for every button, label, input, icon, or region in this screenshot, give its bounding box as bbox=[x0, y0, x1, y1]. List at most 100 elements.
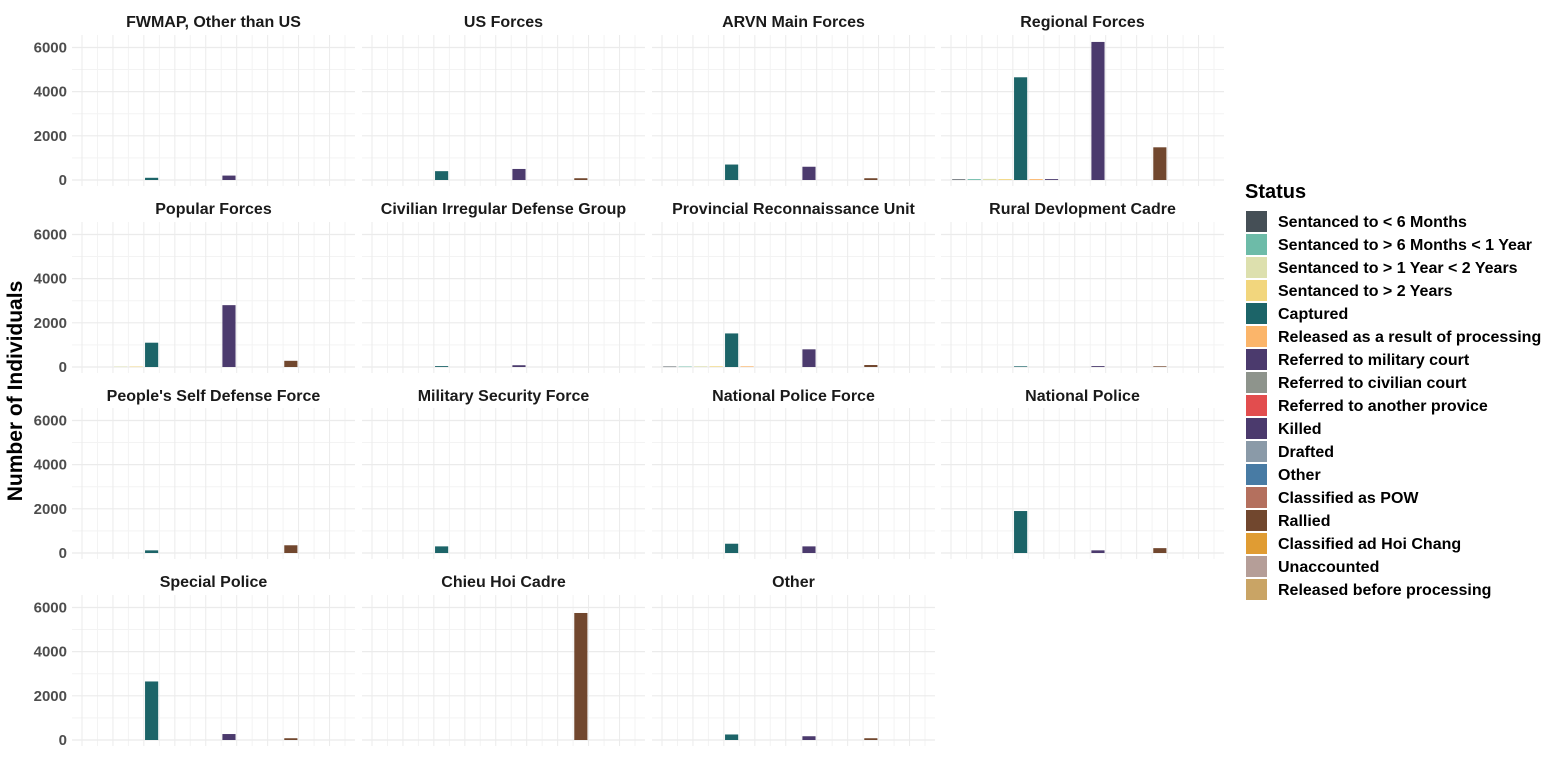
bar bbox=[1091, 550, 1105, 553]
bar bbox=[284, 360, 298, 367]
legend-label: Referred to civilian court bbox=[1278, 375, 1467, 392]
bar bbox=[1153, 147, 1167, 180]
bar bbox=[222, 305, 236, 367]
legend-item: Killed bbox=[1246, 418, 1322, 439]
facet-panel: Other bbox=[652, 574, 935, 746]
bar bbox=[998, 179, 1012, 180]
y-tick-label: 4000 bbox=[34, 84, 67, 101]
facet-panel: People's Self Defense Force 0 2000 4000 6000 bbox=[34, 388, 355, 562]
legend-swatch bbox=[1246, 579, 1267, 600]
facet-panel: Popular Forces 0 2000 4000 6000 bbox=[34, 201, 355, 376]
bar bbox=[284, 738, 298, 740]
facet-panel: Special Police 0 2000 4000 6000 bbox=[34, 574, 355, 749]
legend-label: Sentanced to > 6 Months < 1 Year bbox=[1278, 237, 1532, 254]
facet-title: National Police Force bbox=[712, 388, 875, 405]
bar bbox=[574, 178, 588, 180]
legend-swatch bbox=[1246, 349, 1267, 370]
legend-item: Released before processing bbox=[1246, 579, 1491, 600]
bar bbox=[725, 164, 739, 180]
facet-title: FWMAP, Other than US bbox=[126, 14, 301, 31]
facet-panel: US Forces bbox=[362, 14, 645, 186]
legend-label: Classified as POW bbox=[1278, 490, 1419, 507]
legend-swatch bbox=[1246, 418, 1267, 439]
bar bbox=[1091, 366, 1105, 367]
y-tick-label: 4000 bbox=[34, 457, 67, 474]
facet-panels: FWMAP, Other than US 0 2000 4000 6000 US Forc… bbox=[34, 14, 1224, 749]
legend-title: Status bbox=[1245, 181, 1306, 203]
legend-label: Referred to another provice bbox=[1278, 398, 1488, 415]
bar bbox=[435, 546, 449, 553]
legend-item: Sentanced to < 6 Months bbox=[1246, 211, 1467, 232]
bar bbox=[1029, 179, 1043, 180]
facet-panel: Rural Devlopment Cadre bbox=[941, 201, 1224, 373]
y-tick-label: 2000 bbox=[34, 501, 67, 518]
facet-title: People's Self Defense Force bbox=[107, 388, 321, 405]
legend-swatch bbox=[1246, 556, 1267, 577]
legend-label: Drafted bbox=[1278, 444, 1334, 461]
facet-title: Rural Devlopment Cadre bbox=[989, 201, 1176, 218]
bar bbox=[967, 179, 981, 180]
facet-title: Chieu Hoi Cadre bbox=[441, 574, 566, 591]
facet-title: Regional Forces bbox=[1020, 14, 1145, 31]
legend-swatch bbox=[1246, 211, 1267, 232]
facet-title: National Police bbox=[1025, 388, 1140, 405]
bar bbox=[864, 738, 878, 740]
y-tick-label: 0 bbox=[59, 172, 67, 189]
bar bbox=[725, 333, 739, 367]
facet-panel: Military Security Force bbox=[362, 388, 645, 559]
bar bbox=[663, 366, 677, 368]
y-tick-label: 0 bbox=[59, 359, 67, 376]
bar bbox=[512, 365, 526, 367]
facet-panel: Civilian Irregular Defense Group bbox=[362, 201, 645, 373]
y-tick-label: 4000 bbox=[34, 644, 67, 661]
legend-item: Classified ad Hoi Chang bbox=[1246, 533, 1461, 554]
legend-swatch bbox=[1246, 257, 1267, 278]
y-tick-label: 2000 bbox=[34, 315, 67, 332]
legend-swatch bbox=[1246, 280, 1267, 301]
y-tick-label: 4000 bbox=[34, 271, 67, 288]
bar bbox=[222, 734, 236, 740]
legend-item: Referred to another provice bbox=[1246, 395, 1488, 416]
legend-item: Classified as POW bbox=[1246, 487, 1419, 508]
legend-item: Sentanced to > 6 Months < 1 Year bbox=[1246, 234, 1532, 255]
bar bbox=[802, 546, 816, 553]
y-tick-label: 6000 bbox=[34, 412, 67, 429]
bar bbox=[694, 366, 708, 367]
facet-title: Popular Forces bbox=[155, 201, 272, 218]
facet-title: ARVN Main Forces bbox=[722, 14, 865, 31]
bar bbox=[740, 366, 754, 367]
facet-panel: National Police Force bbox=[652, 388, 935, 559]
y-tick-label: 6000 bbox=[34, 226, 67, 243]
legend-item: Referred to military court bbox=[1246, 349, 1470, 370]
legend-item: Drafted bbox=[1246, 441, 1334, 462]
bar bbox=[802, 166, 816, 180]
legend-item: Sentanced to > 1 Year < 2 Years bbox=[1246, 257, 1518, 278]
legend-item: Released as a result of processing bbox=[1246, 326, 1541, 347]
facet-panel: Provincial Reconnaissance Unit bbox=[652, 201, 935, 373]
legend-label: Other bbox=[1278, 467, 1321, 484]
legend-swatch bbox=[1246, 533, 1267, 554]
bar bbox=[802, 349, 816, 367]
legend-label: Sentanced to > 2 Years bbox=[1278, 283, 1453, 300]
legend-swatch bbox=[1246, 326, 1267, 347]
bar bbox=[145, 550, 159, 553]
bar bbox=[1014, 511, 1028, 553]
facet-panel: ARVN Main Forces bbox=[652, 14, 935, 186]
legend-swatch bbox=[1246, 441, 1267, 462]
legend-label: Rallied bbox=[1278, 513, 1330, 530]
legend-item: Unaccounted bbox=[1246, 556, 1379, 577]
bar bbox=[1014, 366, 1028, 367]
bar bbox=[574, 612, 588, 740]
bar bbox=[114, 366, 128, 368]
legend-swatch bbox=[1246, 464, 1267, 485]
bar bbox=[864, 178, 878, 180]
bar bbox=[725, 543, 739, 553]
y-axis-label: Number of Individuals bbox=[4, 281, 27, 502]
legend-item: Referred to civilian court bbox=[1246, 372, 1467, 393]
legend-label: Released as a result of processing bbox=[1278, 329, 1541, 346]
legend-swatch bbox=[1246, 510, 1267, 531]
facet-title: US Forces bbox=[464, 14, 543, 31]
legend-item: Other bbox=[1246, 464, 1321, 485]
y-tick-label: 2000 bbox=[34, 688, 67, 705]
legend-swatch bbox=[1246, 303, 1267, 324]
